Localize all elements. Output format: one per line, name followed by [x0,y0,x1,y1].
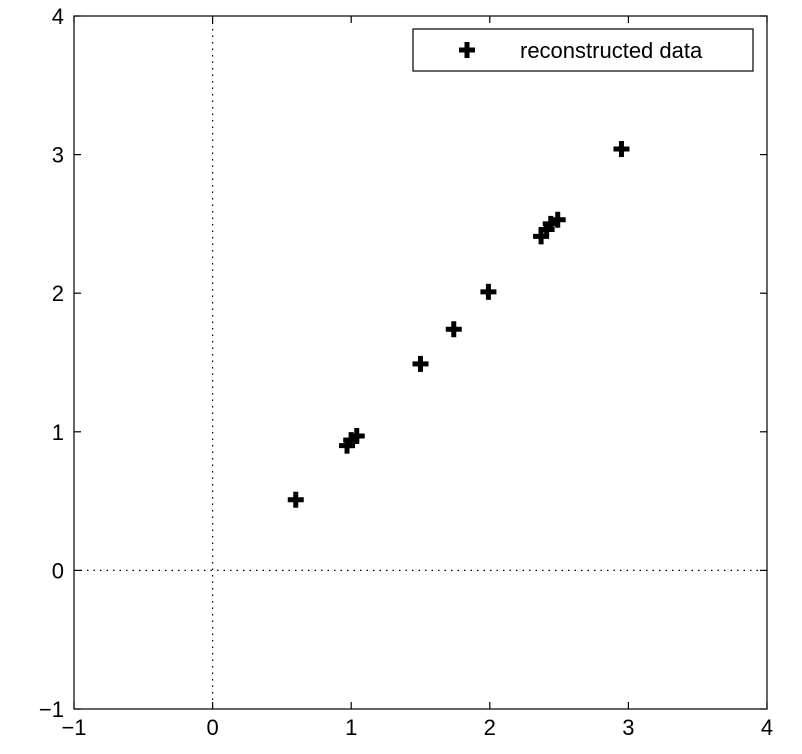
x-tick-label: 2 [484,715,496,740]
y-tick-label: 2 [52,281,64,306]
data-point [613,141,630,158]
legend-label: reconstructed data [520,38,703,63]
legend-marker-icon [459,42,475,58]
x-tick-label: 0 [206,715,218,740]
data-point [445,321,462,338]
data-point [480,283,497,300]
data-point [549,211,566,228]
y-tick-label: −1 [39,697,64,722]
x-tick-label: 1 [345,715,357,740]
y-tick-label: 0 [52,558,64,583]
legend-plus-icon [459,42,475,58]
data-points [287,141,630,508]
data-point [287,491,304,508]
y-tick-label: 1 [52,420,64,445]
y-tick-label: 4 [52,4,64,29]
x-tick-label: 3 [622,715,634,740]
data-point [412,355,429,372]
y-tick-label: 3 [52,143,64,168]
legend: reconstructed data [412,28,754,72]
data-point [348,427,365,444]
axis-tick-labels: −1 0 1 2 3 4 −1 0 1 2 3 4 [39,4,773,740]
x-tick-label: −1 [61,715,86,740]
x-tick-label: 4 [761,715,773,740]
axis-ticks [73,15,768,710]
